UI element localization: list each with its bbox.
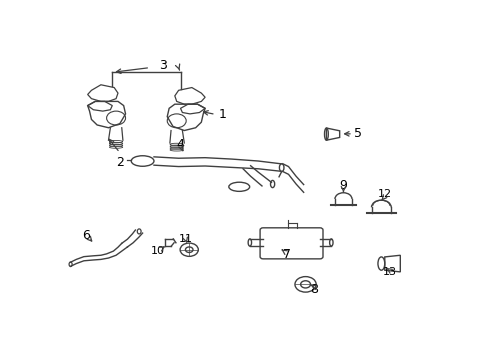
Text: 5: 5 [353, 127, 361, 140]
Text: 7: 7 [282, 248, 290, 261]
Text: 6: 6 [81, 229, 89, 242]
Text: 13: 13 [382, 267, 396, 278]
Text: 8: 8 [310, 283, 318, 296]
Text: 9: 9 [339, 179, 346, 193]
Text: 4: 4 [176, 138, 184, 151]
Text: 12: 12 [377, 189, 391, 199]
Text: 11: 11 [178, 234, 192, 244]
Text: 1: 1 [218, 108, 226, 121]
Text: 10: 10 [150, 246, 164, 256]
Text: 2: 2 [116, 156, 123, 169]
Text: 3: 3 [159, 59, 167, 72]
